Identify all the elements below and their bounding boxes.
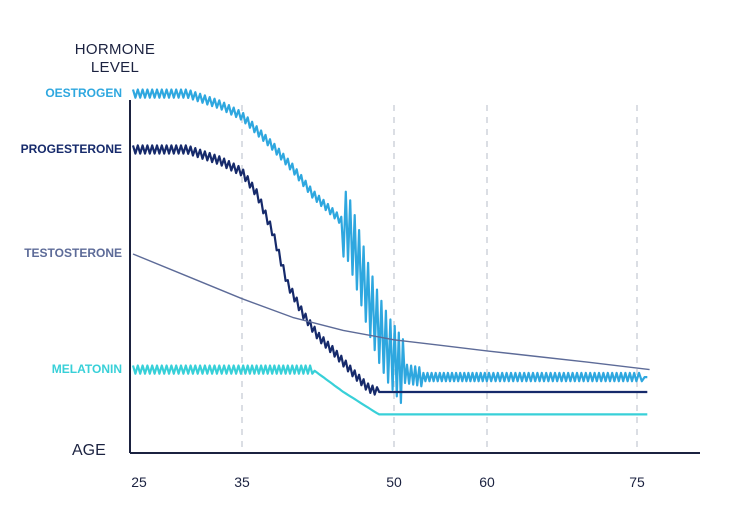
x-tick-75: 75 [629, 474, 645, 490]
x-axis-title: AGE [72, 442, 106, 459]
series-label-progesterone: PROGESTERONE [20, 141, 122, 156]
grid-lines [241, 105, 638, 451]
axes [129, 100, 700, 454]
series-line-melatonin [131, 364, 648, 416]
x-tick-60: 60 [479, 474, 495, 490]
series-label-melatonin: MELATONIN [51, 361, 122, 376]
series-label-testosterone: TESTOSTERONE [24, 245, 122, 260]
y-axis-title: HORMONE LEVEL [74, 41, 156, 76]
series-line-oestrogen [131, 88, 648, 405]
series-line-testosterone [132, 253, 650, 371]
series-lines [131, 88, 650, 416]
x-tick-50: 50 [386, 474, 402, 490]
x-tick-25: 25 [131, 474, 147, 490]
x-tick-35: 35 [234, 474, 250, 490]
series-line-progesterone [131, 144, 648, 396]
series-label-oestrogen: OESTROGEN [45, 85, 122, 100]
